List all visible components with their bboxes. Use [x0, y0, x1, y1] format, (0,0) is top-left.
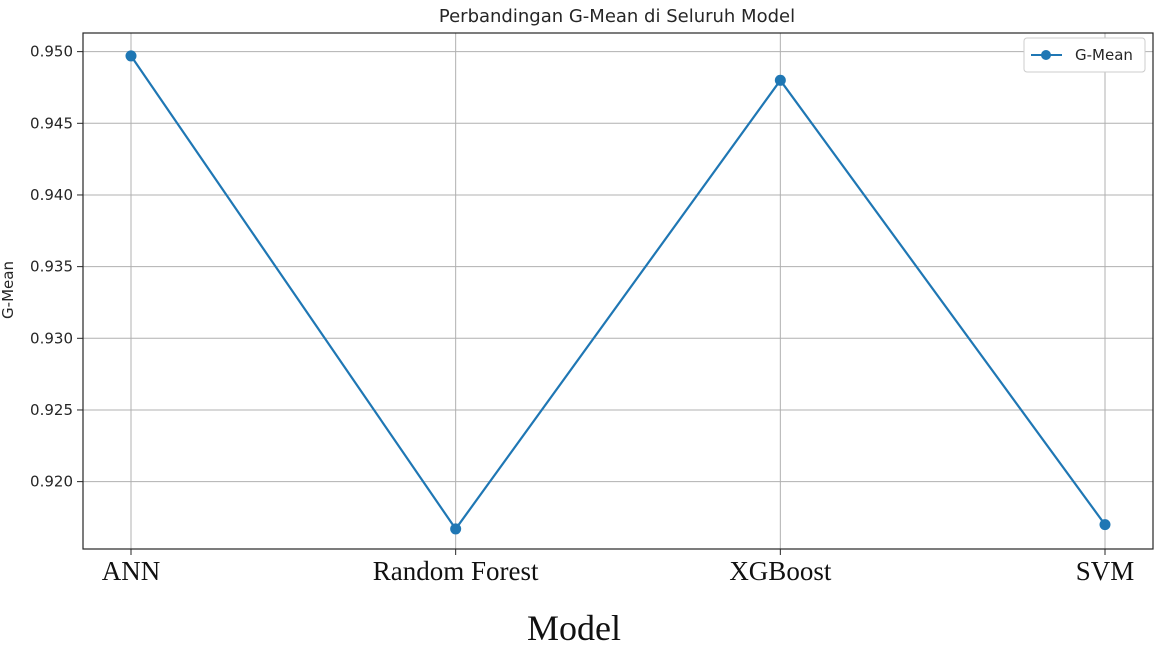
data-point-marker: [1099, 519, 1111, 531]
plot-frame: [82, 32, 1154, 550]
legend-box: [1023, 37, 1146, 73]
x-axis-label: Model: [527, 608, 621, 648]
grid-layer: [83, 33, 1153, 549]
legend-series-label: G-Mean: [1075, 46, 1133, 64]
data-point-marker: [450, 523, 462, 535]
series-layer: [125, 50, 1111, 535]
legend-series-marker: [1041, 50, 1051, 60]
y-tick-label: 0.945: [30, 114, 73, 132]
y-tick-label: 0.925: [30, 401, 73, 419]
x-tick-label: XGBoost: [729, 556, 832, 586]
data-point-marker: [774, 74, 786, 86]
y-axis-label: G-Mean: [0, 261, 17, 319]
y-tick-label: 0.950: [30, 43, 73, 61]
y-axis-ticks: 0.920 0.925 0.930 0.935 0.940 0.945 0.950: [30, 43, 83, 491]
y-tick-label: 0.920: [30, 473, 73, 491]
chart-title: Perbandingan G-Mean di Seluruh Model: [439, 6, 795, 27]
y-tick-label: 0.930: [30, 329, 73, 347]
x-tick-label: Random Forest: [373, 556, 539, 586]
y-tick-label: 0.940: [30, 186, 73, 204]
x-axis-ticks: ANN Random Forest XGBoost SVM: [102, 549, 1135, 586]
x-tick-label: SVM: [1076, 556, 1135, 586]
x-tick-label: ANN: [102, 556, 161, 586]
y-tick-label: 0.935: [30, 258, 73, 276]
data-point-marker: [125, 50, 137, 62]
legend: G-Mean: [1023, 37, 1146, 73]
series-line: [130, 55, 1106, 531]
